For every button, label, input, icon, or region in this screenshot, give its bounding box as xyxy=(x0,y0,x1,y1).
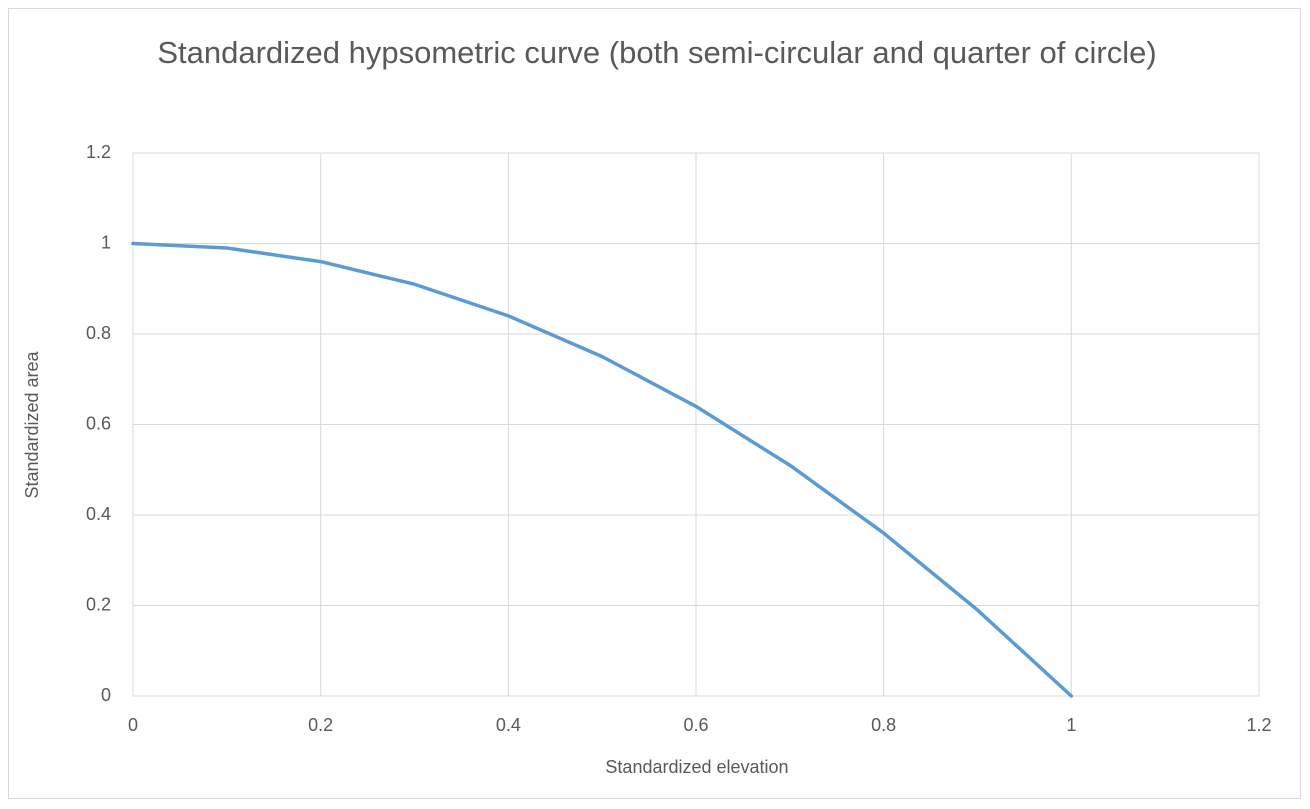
y-tick-label: 0 xyxy=(101,685,111,705)
x-tick-label: 1 xyxy=(1066,715,1076,735)
x-tick-label: 0.4 xyxy=(496,715,521,735)
y-tick-label: 1 xyxy=(101,232,111,252)
chart-border xyxy=(8,8,1301,799)
x-tick-label: 0 xyxy=(128,715,138,735)
x-tick-label: 0.2 xyxy=(308,715,333,735)
y-axis-label: Standardized area xyxy=(22,350,42,498)
y-tick-label: 1.2 xyxy=(86,142,111,162)
line-series xyxy=(131,241,1074,698)
x-tick-label: 0.6 xyxy=(683,715,708,735)
y-tick-label: 0.4 xyxy=(86,504,111,524)
y-tick-label: 0.8 xyxy=(86,323,111,343)
chart-title: Standardized hypsometric curve (both sem… xyxy=(157,35,1157,70)
y-tick-label: 0.2 xyxy=(86,594,111,614)
x-tick-label: 0.8 xyxy=(871,715,896,735)
x-tick-label: 1.2 xyxy=(1246,715,1271,735)
y-tick-label: 0.6 xyxy=(86,413,111,433)
x-axis-label: Standardized elevation xyxy=(605,757,788,777)
